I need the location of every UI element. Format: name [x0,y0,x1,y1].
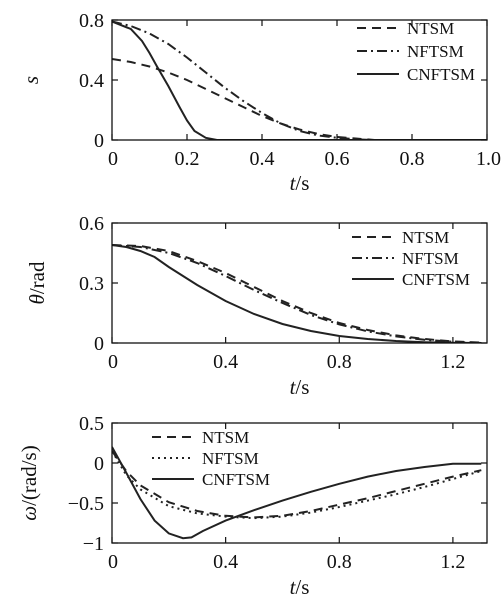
x-tick-label: 0.4 [213,351,238,373]
x-tick-label: 0 [108,551,118,573]
legend: NTSM NFTSM CNFTSM [357,19,475,84]
x-tick-label: 0.2 [175,148,200,170]
y-tick-label: 0.8 [79,10,104,32]
x-axis-label-var: t [290,375,297,399]
y-axis-label: ω/(rad/s) [17,445,41,520]
legend-label-cnftsm: CNFTSM [402,270,470,289]
x-axis-label-unit: /s [295,575,309,599]
x-tick-label: 1.0 [476,148,501,170]
y-tick-label: 0 [94,453,104,475]
y-axis-label-unit: /rad [25,261,49,294]
y-tick-label: 0 [94,130,104,152]
series-line-cnftsm [112,446,482,540]
y-tick-label: 0.5 [79,413,104,435]
legend-label-nftsm: NFTSM [202,449,259,468]
x-tick-label: 1.2 [440,551,465,573]
series-line-nftsm [112,450,482,520]
y-axis-label-var: s [19,76,43,84]
y-axis-label-var: θ [25,294,49,304]
x-tick-label: 0.6 [325,148,350,170]
chart-panel-2: 0 0.4 0.8 1.2 0 0.3 0.6 t/s θ/rad NTSM NFTSM CNFTSM [25,213,488,399]
y-tick-label: 0.3 [79,273,104,295]
x-axis-label-var: t [290,171,297,195]
legend-label-cnftsm: CNFTSM [202,470,270,489]
y-axis-label: s [19,76,43,84]
x-axis-label-unit: /s [295,375,309,399]
x-tick-label: 0.4 [213,551,238,573]
series-line-cnftsm [112,20,487,140]
x-axis-label: t/s [290,375,310,399]
legend-label-nftsm: NFTSM [402,249,459,268]
y-axis-label-unit: /(rad/s) [17,445,41,506]
series-line-ntsm [112,244,482,343]
x-tick-label: 0 [108,351,118,373]
x-tick-label: 1.2 [440,351,465,373]
legend-label-ntsm: NTSM [402,228,449,247]
chart-panel-1: 0 0.2 0.4 0.6 0.8 1.0 0 0.4 0.8 t/s s NTSM NFTSM CNFT… [19,10,501,195]
legend: NTSM NFTSM CNFTSM [352,228,470,289]
series-line-nftsm [112,20,487,140]
x-tick-label: 0.8 [400,148,425,170]
x-axis-label: t/s [290,575,310,599]
plot-frame [111,422,488,544]
y-tick-label: 0 [94,333,104,355]
x-axis-label-unit: /s [295,171,309,195]
y-tick-label: 0.6 [79,213,104,235]
y-tick-label: −1 [83,533,104,555]
x-tick-label: 0 [108,148,118,170]
y-tick-label: 0.4 [79,70,104,92]
x-axis-label: t/s [290,171,310,195]
legend-label-nftsm: NFTSM [407,42,464,61]
y-tick-label: −0.5 [68,493,104,515]
x-axis-label-var: t [290,575,297,599]
x-tick-label: 0.4 [250,148,275,170]
y-axis-label: θ/rad [25,261,49,304]
legend-label-cnftsm: CNFTSM [407,65,475,84]
y-axis-label-var: ω [17,506,41,521]
legend-label-ntsm: NTSM [202,428,249,447]
chart-panel-3: 0 0.4 0.8 1.2 −1 −0.5 0 0.5 t/s ω/(rad/s) NTSM NFTS… [17,413,488,599]
x-tick-label: 0.8 [327,351,352,373]
legend: NTSM NFTSM CNFTSM [152,428,270,489]
series-line-nftsm [112,244,482,343]
series-line-cnftsm [112,244,482,343]
series-line-ntsm [112,450,482,519]
legend-label-ntsm: NTSM [407,19,454,38]
x-tick-label: 0.8 [327,551,352,573]
